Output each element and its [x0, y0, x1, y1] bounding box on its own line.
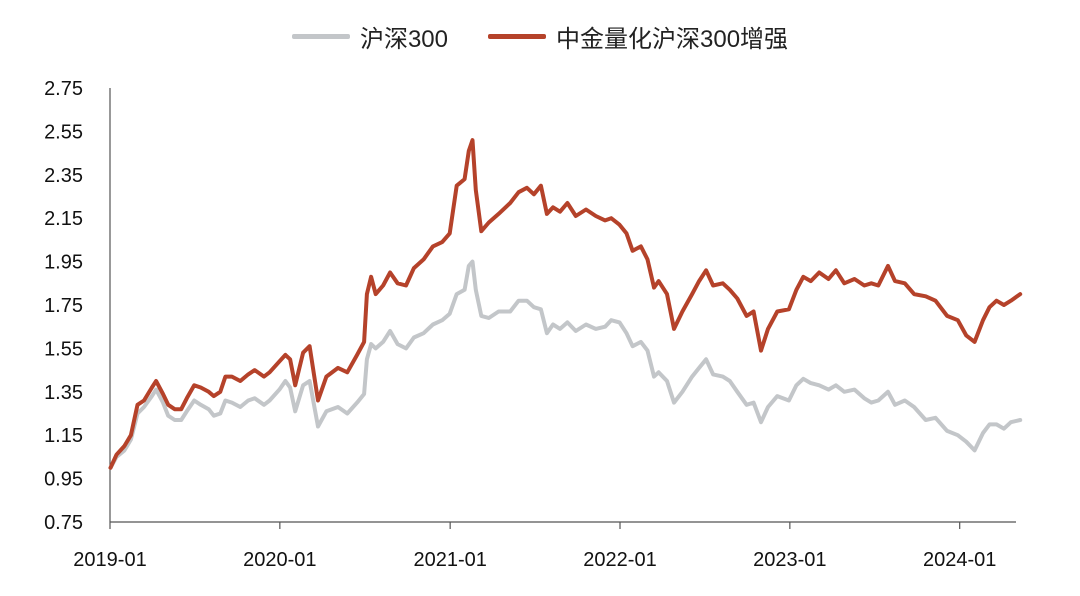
legend-item-enhanced: 中金量化沪深300增强 [488, 19, 788, 54]
x-tick-label: 2024-01 [923, 549, 996, 571]
y-tick-label: 2.55 [44, 121, 83, 143]
y-tick-label: 0.95 [44, 469, 83, 491]
y-tick-label: 1.75 [44, 295, 83, 317]
y-tick-label: 2.15 [44, 208, 83, 230]
legend-swatch-enhanced [488, 33, 546, 39]
x-tick-label: 2019-01 [73, 549, 146, 571]
legend-swatch-csi300 [291, 33, 350, 39]
x-tick-label: 2023-01 [753, 549, 826, 571]
chart-legend: 沪深300 中金量化沪深300增强 [0, 18, 1080, 54]
series-line-enhanced [108, 138, 1023, 470]
legend-label-enhanced: 中金量化沪深300增强 [556, 25, 789, 53]
y-tick-label: 2.75 [44, 78, 83, 100]
y-tick-label: 1.95 [44, 252, 83, 274]
y-tick-label: 1.35 [44, 382, 83, 404]
y-tick-label: 0.75 [44, 512, 83, 534]
series-line-csi300 [108, 259, 1023, 470]
legend-label-csi300: 沪深300 [359, 25, 448, 53]
y-tick-label: 1.15 [44, 425, 83, 447]
y-tick-label: 1.55 [44, 338, 83, 360]
x-tick-label: 2020-01 [243, 549, 316, 571]
legend-item-csi300: 沪深300 [291, 19, 448, 54]
x-tick-label: 2022-01 [583, 549, 656, 571]
x-tick-label: 2021-01 [413, 549, 486, 571]
y-tick-label: 2.35 [44, 165, 83, 187]
